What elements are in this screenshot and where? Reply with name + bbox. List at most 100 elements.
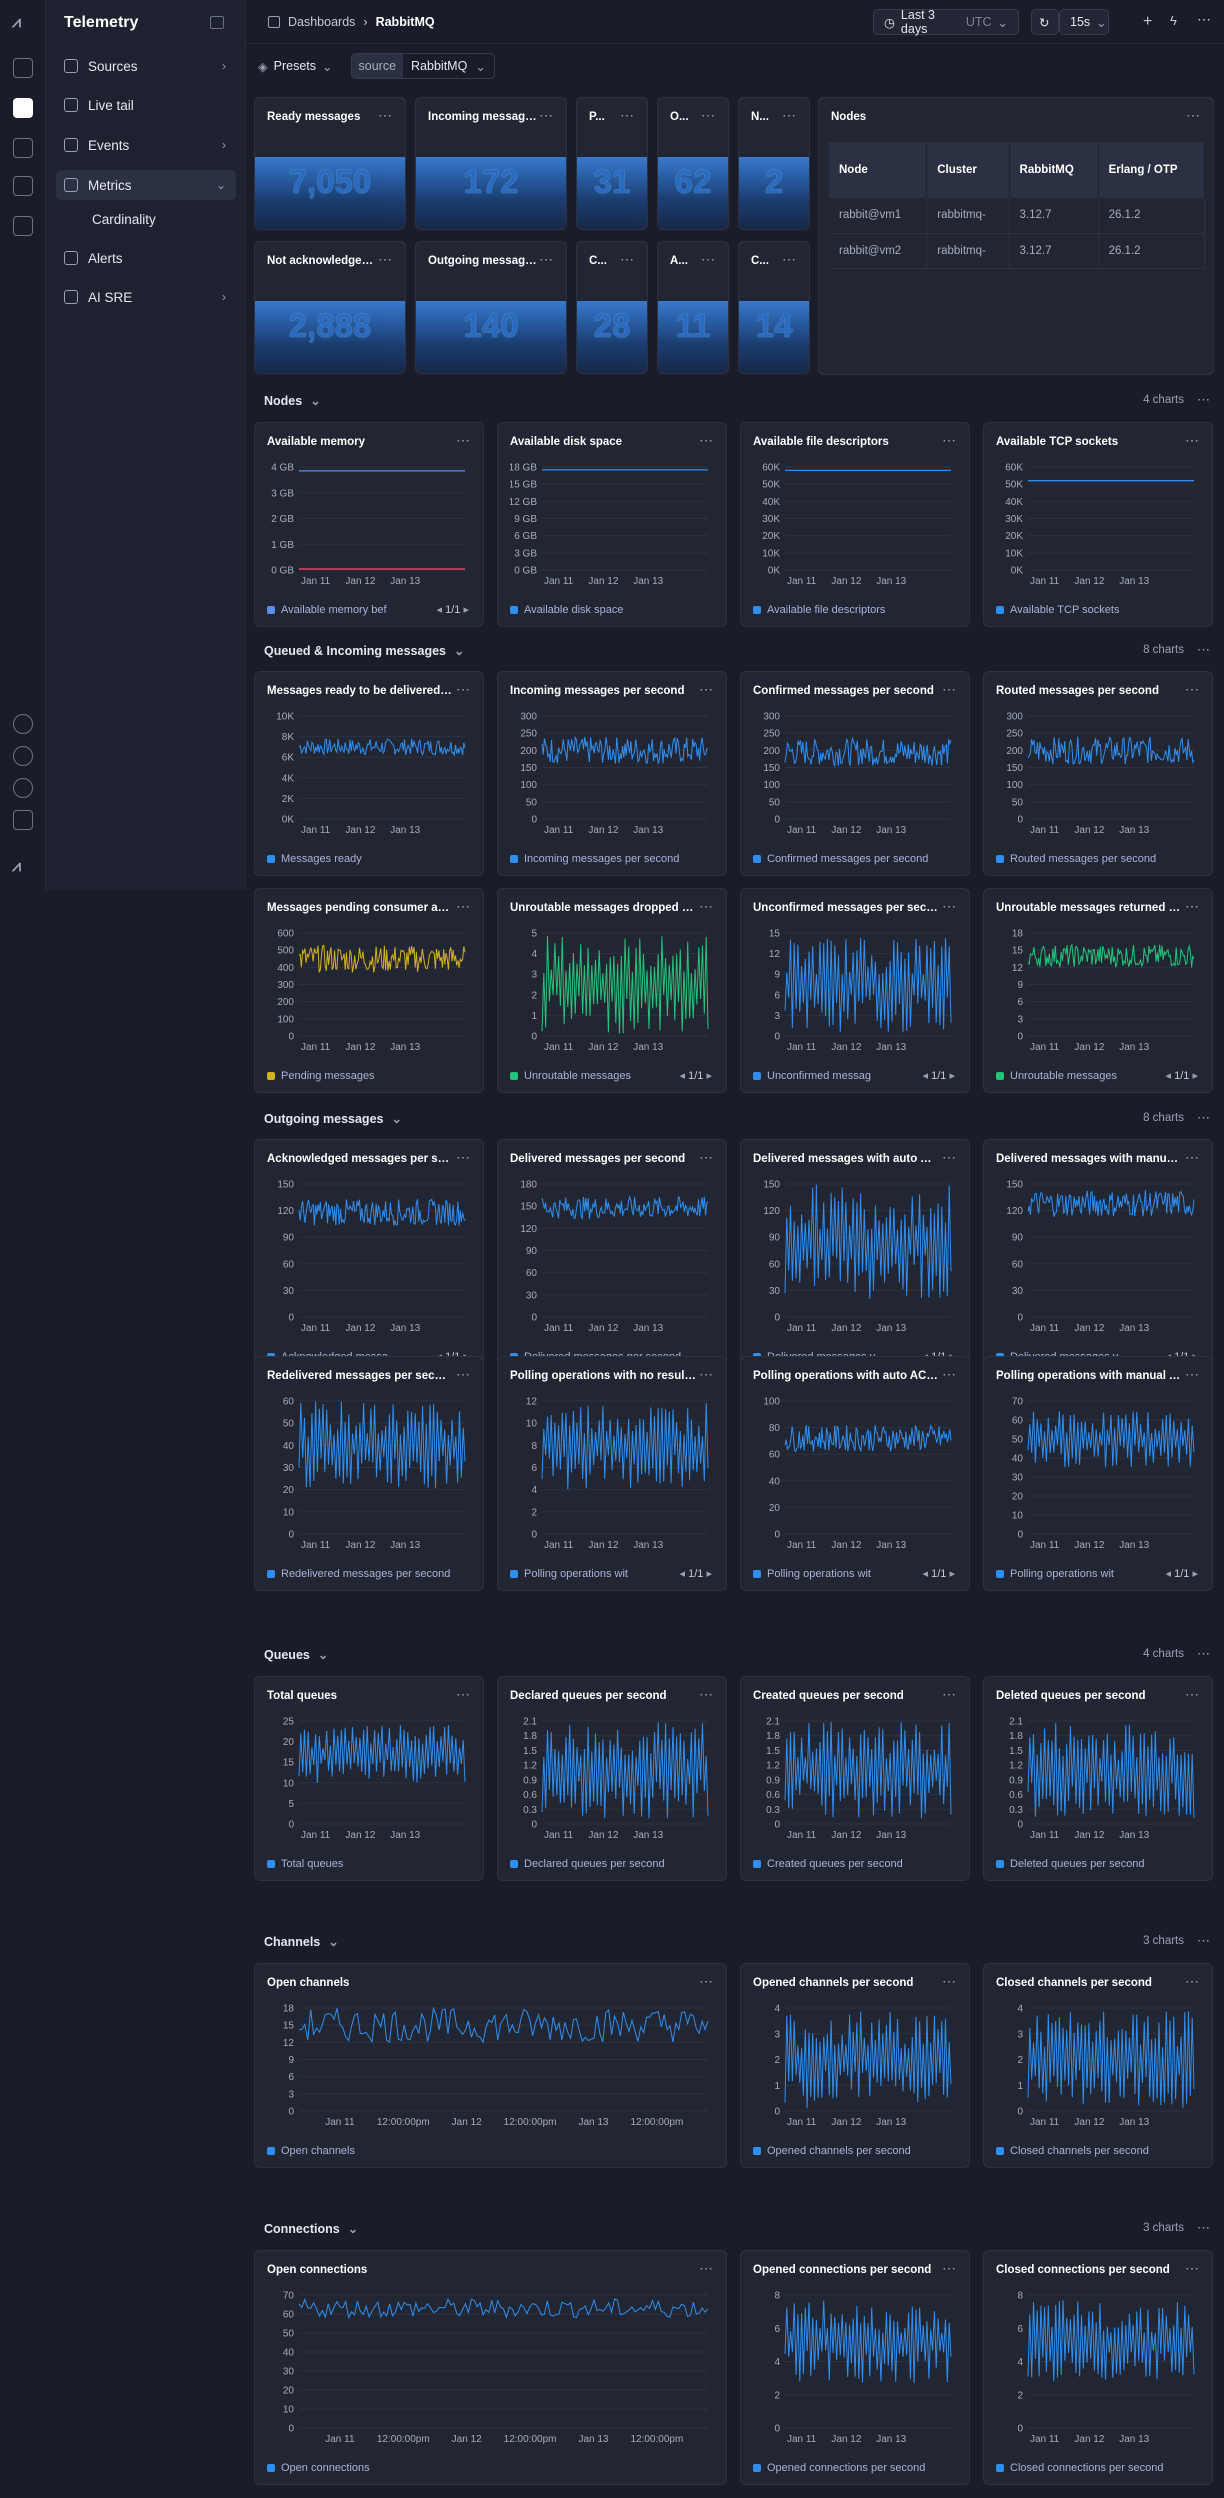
section-header[interactable]: Connections ⌄ (264, 2221, 358, 2237)
stat-card[interactable]: Not acknowledged... ⋯ 2,888 (254, 241, 406, 374)
series-line[interactable] (298, 738, 466, 757)
card-menu-icon[interactable]: ⋯ (782, 251, 797, 267)
presets-button[interactable]: ◈ Presets ⌄ (258, 59, 333, 74)
stat-card[interactable]: C... ⋯ 14 (738, 241, 810, 374)
series-line[interactable] (1027, 2011, 1195, 2108)
legend-pager[interactable]: ◂ 1/1 ▸ (680, 1567, 712, 1580)
chart-card[interactable]: Acknowledged messages per se... ⋯ 150 120 90… (254, 1139, 484, 1374)
chart-card[interactable]: Available disk space ⋯ 18 GB 15 GB 12 GB 9 GB… (497, 422, 727, 627)
legend-pager[interactable]: ◂ 1/1 ▸ (1166, 1567, 1198, 1580)
sidebar-item-cardinality[interactable]: Cardinality (56, 204, 236, 234)
rail-doc-icon[interactable] (13, 216, 33, 236)
series-line[interactable] (298, 944, 466, 973)
stat-card[interactable]: O... ⋯ 62 (657, 97, 729, 230)
bell-icon[interactable] (13, 714, 33, 734)
chart-card[interactable]: Available memory ⋯ 4 GB 3 GB 2 GB 1 GB 0 GB Jan… (254, 422, 484, 627)
chart-card[interactable]: Opened connections per second ⋯ 8 6 4 2 0 Jan 1… (740, 2250, 970, 2485)
section-menu-icon[interactable]: ⋯ (1197, 392, 1210, 407)
chart-card[interactable]: Polling operations with no result p... ⋯ 1… (497, 1356, 727, 1591)
card-menu-icon[interactable]: ⋯ (699, 1686, 714, 1702)
rail-alert-icon[interactable] (13, 138, 33, 158)
chevron-right-icon[interactable]: ▸ (946, 1568, 955, 1580)
chevron-right-icon[interactable]: ▸ (703, 1070, 712, 1082)
rail-dashboard-icon[interactable] (13, 176, 33, 196)
chevron-left-icon[interactable]: ◂ (922, 1070, 932, 1082)
chart-card[interactable]: Available file descriptors ⋯ 60K 50K 40K 30K 2… (740, 422, 970, 627)
card-menu-icon[interactable]: ⋯ (699, 2260, 714, 2276)
card-menu-icon[interactable]: ⋯ (456, 432, 471, 448)
chart-legend[interactable]: Opened connections per second (753, 2462, 925, 2474)
legend-pager[interactable]: ◂ 1/1 ▸ (923, 1567, 955, 1580)
card-menu-icon[interactable]: ⋯ (699, 1149, 714, 1165)
section-menu-icon[interactable]: ⋯ (1197, 2220, 1210, 2235)
section-menu-icon[interactable]: ⋯ (1197, 642, 1210, 657)
chart-card[interactable]: Delivered messages with manual ... ⋯ 150 12… (983, 1139, 1213, 1374)
card-menu-icon[interactable]: ⋯ (699, 898, 714, 914)
card-menu-icon[interactable]: ⋯ (942, 1149, 957, 1165)
chart-legend[interactable]: Declared queues per second (510, 1858, 665, 1870)
chart-legend[interactable]: Routed messages per second (996, 853, 1156, 865)
card-menu-icon[interactable]: ⋯ (942, 898, 957, 914)
series-line[interactable] (784, 2011, 952, 2109)
lightning-icon[interactable]: ϟ (1170, 13, 1177, 28)
sidebar-item-live-tail[interactable]: Live tail (56, 90, 236, 120)
sidebar-item-metrics[interactable]: Metrics ⌄ (56, 170, 236, 200)
chart-card[interactable]: Unconfirmed messages per seco... ⋯ 15 12 9 6 3… (740, 888, 970, 1093)
card-menu-icon[interactable]: ⋯ (1185, 432, 1200, 448)
section-menu-icon[interactable]: ⋯ (1197, 1933, 1210, 1948)
chart-card[interactable]: Polling operations with auto ACK p... ⋯ 10… (740, 1356, 970, 1591)
table-row[interactable]: rabbit@vm1 rabbitmq- 3.12.7 26.1.2 (829, 198, 1206, 234)
card-menu-icon[interactable]: ⋯ (620, 251, 635, 267)
chart-card[interactable]: Created queues per second ⋯ 2.1 1.8 1.5 1.2 0.… (740, 1676, 970, 1881)
source-filter[interactable]: source RabbitMQ ⌄ (350, 53, 495, 79)
user-logo-icon[interactable]: ⩘ (12, 858, 22, 875)
card-menu-icon[interactable]: ⋯ (1185, 1149, 1200, 1165)
chevron-left-icon[interactable]: ◂ (1165, 1070, 1175, 1082)
card-menu-icon[interactable]: ⋯ (701, 107, 716, 123)
card-menu-icon[interactable]: ⋯ (1185, 1973, 1200, 1989)
chart-card[interactable]: Incoming messages per second ⋯ 300 250 200 15… (497, 671, 727, 876)
card-menu-icon[interactable]: ⋯ (456, 1149, 471, 1165)
series-line[interactable] (541, 1722, 709, 1819)
series-line[interactable] (298, 2297, 709, 2320)
chart-card[interactable]: Opened channels per second ⋯ 4 3 2 1 0 Jan 11 Ja… (740, 1963, 970, 2168)
table-header[interactable]: Cluster (926, 142, 1010, 198)
series-line[interactable] (784, 736, 952, 768)
card-menu-icon[interactable]: ⋯ (620, 107, 635, 123)
chart-legend[interactable]: Deleted queues per second (996, 1858, 1145, 1870)
add-icon[interactable]: + (1143, 13, 1153, 30)
series-line[interactable] (298, 2006, 709, 2044)
section-menu-icon[interactable]: ⋯ (1197, 1110, 1210, 1125)
chart-legend[interactable]: Available disk space (510, 604, 623, 616)
stat-card[interactable]: P... ⋯ 31 (576, 97, 648, 230)
chevron-right-icon[interactable]: ▸ (703, 1568, 712, 1580)
chevron-right-icon[interactable]: ▸ (946, 1070, 955, 1082)
series-line[interactable] (298, 1401, 466, 1489)
chart-card[interactable]: Unroutable messages dropped p... ⋯ 5 4 3 2 1 0 J… (497, 888, 727, 1093)
card-menu-icon[interactable]: ⋯ (699, 681, 714, 697)
table-header[interactable]: Erlang / OTP (1098, 142, 1206, 198)
card-menu-icon[interactable]: ⋯ (1185, 2260, 1200, 2276)
stat-card[interactable]: Ready messages ⋯ 7,050 (254, 97, 406, 230)
table-row[interactable]: rabbit@vm2 rabbitmq- 3.12.7 26.1.2 (829, 233, 1206, 269)
chart-card[interactable]: Open connections ⋯ 70 60 50 40 30 20 10 0 Jan 11 12… (254, 2250, 727, 2485)
card-menu-icon[interactable]: ⋯ (456, 1366, 471, 1382)
stat-card[interactable]: Outgoing message... ⋯ 140 (415, 241, 567, 374)
chart-legend[interactable]: Available file descriptors (753, 604, 885, 616)
chart-card[interactable]: Closed connections per second ⋯ 8 6 4 2 0 Jan 1… (983, 2250, 1213, 2485)
chart-legend[interactable]: Open channels (267, 2145, 355, 2157)
card-menu-icon[interactable]: ⋯ (1185, 1686, 1200, 1702)
section-header[interactable]: Channels ⌄ (264, 1934, 339, 1950)
chart-legend[interactable]: Messages ready (267, 853, 362, 865)
chart-card[interactable]: Routed messages per second ⋯ 300 250 200 150 1… (983, 671, 1213, 876)
chart-legend[interactable]: Confirmed messages per second (753, 853, 928, 865)
stat-card[interactable]: Incoming message... ⋯ 172 (415, 97, 567, 230)
chevron-left-icon[interactable]: ◂ (1165, 1568, 1175, 1580)
chart-card[interactable]: Open channels ⋯ 18 15 12 9 6 3 0 Jan 11 12:00:00pm… (254, 1963, 727, 2168)
card-menu-icon[interactable]: ⋯ (456, 1686, 471, 1702)
collapse-sidebar-icon[interactable] (210, 16, 224, 29)
section-header[interactable]: Outgoing messages ⌄ (264, 1111, 402, 1127)
time-range-button[interactable]: ◷ Last 3 days UTC ⌄ (873, 8, 1019, 36)
table-header[interactable]: Node (829, 142, 928, 198)
chevron-right-icon[interactable]: ▸ (460, 604, 469, 616)
